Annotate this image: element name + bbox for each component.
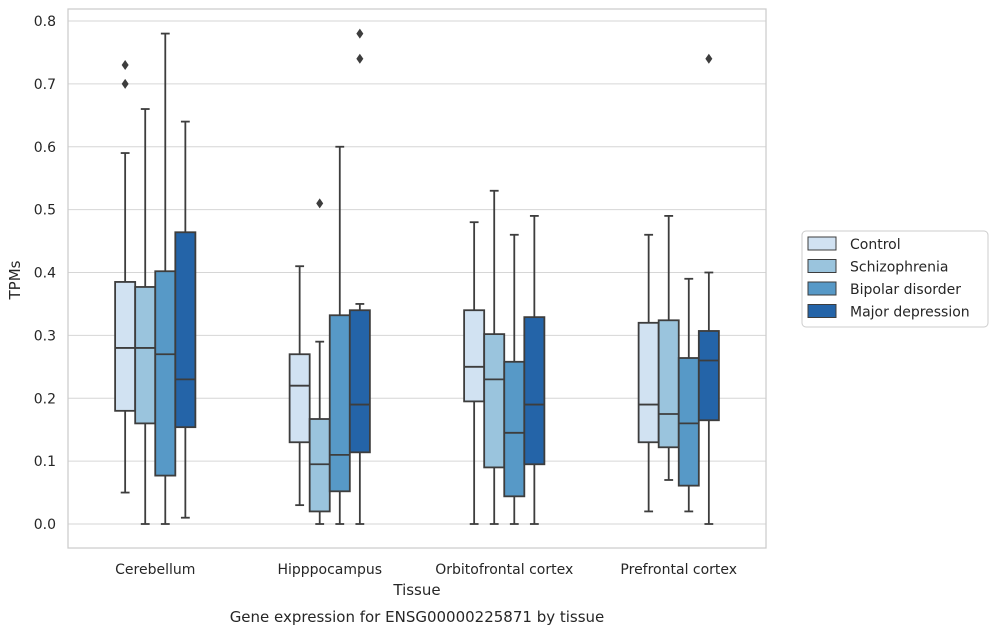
box-orbitofrontal-cortex-bipolar-disorder [503, 233, 526, 525]
outlier-marker [356, 53, 364, 64]
outlier-marker [705, 53, 713, 64]
outlier-marker [121, 60, 129, 71]
outlier-marker [316, 198, 324, 209]
box-iqr [463, 309, 486, 403]
y-tick-label: 0.0 [34, 517, 56, 533]
x-tick-label: Prefrontal cortex [620, 562, 737, 578]
box-iqr [697, 330, 720, 422]
box-iqr [134, 286, 157, 425]
x-tick-label: Orbitofrontal cortex [435, 562, 573, 578]
y-axis-label: TPMs [6, 260, 24, 300]
legend-label: Schizophrenia [850, 260, 948, 276]
box-cerebellum-control [114, 60, 137, 494]
box-prefrontal-cortex-bipolar-disorder [677, 277, 700, 513]
box-iqr [637, 321, 660, 444]
box-iqr [114, 281, 137, 412]
y-tick-label: 0.3 [34, 328, 56, 344]
box-iqr [523, 316, 546, 466]
box-iqr [154, 270, 177, 477]
box-iqr [328, 314, 351, 493]
legend-frame [801, 230, 989, 328]
x-tick-labels: Cerebellum Hipppocampus Orbitofrontal cort… [115, 562, 737, 578]
box-iqr [503, 360, 526, 498]
box-prefrontal-cortex-control [637, 233, 660, 513]
box-iqr [174, 231, 197, 429]
legend-label: Bipolar disorder [850, 282, 961, 298]
legend-swatch [807, 281, 837, 296]
outlier-marker [356, 28, 364, 39]
box-prefrontal-cortex-major-depression [697, 53, 720, 525]
legend-swatch [807, 304, 837, 318]
box-hipppocampus-control [288, 265, 311, 507]
y-tick-label: 0.4 [34, 266, 56, 282]
box-orbitofrontal-cortex-major-depression [523, 215, 546, 525]
x-tick-label: Hipppocampus [277, 562, 382, 578]
plot-frame [67, 8, 767, 549]
box-iqr [657, 319, 680, 449]
box-iqr [308, 418, 331, 513]
box-cerebellum-major-depression [174, 120, 197, 519]
box-layer [114, 28, 720, 525]
box-iqr [677, 357, 700, 487]
y-tick-label: 0.2 [34, 391, 56, 407]
legend-label: Control [850, 237, 901, 253]
y-tick-label: 0.7 [34, 77, 56, 93]
legend: Control Schizophrenia Bipolar disorder Majo… [801, 230, 989, 328]
outlier-marker [121, 78, 129, 89]
chart-caption: Gene expression for ENSG00000225871 by t… [230, 608, 605, 626]
y-tick-label: 0.5 [34, 203, 56, 219]
x-tick-label: Cerebellum [115, 562, 195, 578]
y-tick-label: 0.6 [34, 140, 56, 156]
y-tick-label: 0.1 [34, 454, 56, 470]
legend-swatch [807, 259, 837, 273]
box-iqr [288, 353, 311, 444]
box-cerebellum-schizophrenia [134, 108, 157, 525]
box-hipppocampus-major-depression [348, 28, 371, 525]
legend-label: Major depression [850, 305, 970, 321]
box-hipppocampus-schizophrenia [308, 198, 331, 525]
y-tick-labels: 0.0 0.1 0.2 0.3 0.4 0.5 0.6 0.7 0.8 [34, 14, 56, 533]
box-orbitofrontal-cortex-schizophrenia [483, 189, 506, 525]
legend-swatch [807, 236, 837, 251]
box-iqr [348, 309, 371, 454]
y-tick-label: 0.8 [34, 14, 56, 30]
x-axis-label: Tissue [392, 581, 440, 599]
box-iqr [483, 333, 506, 469]
